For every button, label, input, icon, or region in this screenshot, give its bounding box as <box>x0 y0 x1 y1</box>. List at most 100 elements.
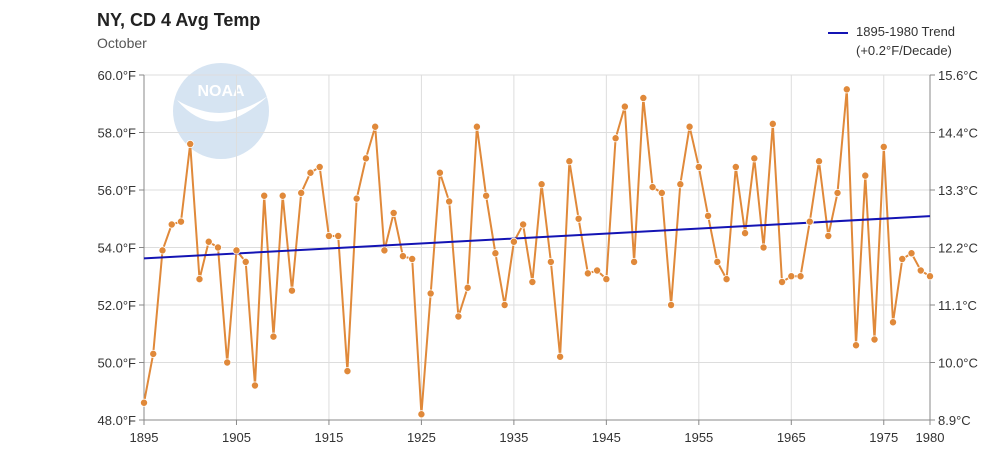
data-point <box>842 85 851 94</box>
chart-title: NY, CD 4 Avg Temp <box>97 10 261 30</box>
data-point <box>334 231 343 240</box>
data-point <box>676 180 685 189</box>
data-point <box>759 243 768 252</box>
y-tick-label-right: 12.2°C <box>938 241 978 256</box>
data-point <box>574 214 583 223</box>
noaa-logo: NOAA <box>173 63 269 159</box>
data-point <box>657 188 666 197</box>
x-tick-label: 1915 <box>314 430 343 445</box>
data-point <box>408 254 417 263</box>
data-point <box>593 266 602 275</box>
data-point <box>889 318 898 327</box>
data-point <box>287 286 296 295</box>
legend-trend-name: 1895-1980 Trend <box>856 24 956 39</box>
x-tick-label: 1975 <box>869 430 898 445</box>
data-point <box>852 341 861 350</box>
data-point <box>250 381 259 390</box>
y-tick-label-right: 8.9°C <box>938 413 971 428</box>
data-point <box>352 194 361 203</box>
data-point <box>213 243 222 252</box>
y-tick-label-right: 10.0°C <box>938 356 978 371</box>
data-point <box>417 410 426 419</box>
data-point <box>648 183 657 192</box>
x-tick-label: 1965 <box>777 430 806 445</box>
y-tick-label-left: 60.0°F <box>98 68 137 83</box>
noaa-logo-bird <box>177 96 268 122</box>
noaa-logo-text: NOAA <box>197 83 245 100</box>
data-point <box>694 162 703 171</box>
x-tick-label: 1945 <box>592 430 621 445</box>
data-point <box>768 119 777 128</box>
data-point <box>639 94 648 103</box>
noaa-logo-disc <box>173 63 269 159</box>
x-tick-label: 1980 <box>916 430 945 445</box>
x-tick-label: 1955 <box>684 430 713 445</box>
data-point <box>815 157 824 166</box>
y-tick-label-right: 13.3°C <box>938 183 978 198</box>
data-point <box>778 277 787 286</box>
data-point <box>149 349 158 358</box>
data-point <box>472 122 481 131</box>
data-point <box>667 300 676 309</box>
data-point <box>269 332 278 341</box>
data-point <box>546 257 555 266</box>
y-tick-label-left: 50.0°F <box>98 356 137 371</box>
data-point <box>139 398 148 407</box>
data-point <box>926 272 935 281</box>
data-point <box>445 197 454 206</box>
y-tick-label-left: 56.0°F <box>98 183 137 198</box>
chart-subtitle: October <box>97 35 147 51</box>
data-point <box>583 269 592 278</box>
data-point <box>176 217 185 226</box>
axes: 60.0°F 58.0°F 56.0°F 54.0°F 52.0°F 50.0°F 48.0… <box>98 68 978 445</box>
data-point <box>611 134 620 143</box>
data-point <box>306 168 315 177</box>
data-point <box>898 254 907 263</box>
y-tick-label-right: 11.1°C <box>938 298 977 313</box>
y-tick-label-right: 15.6°C <box>938 68 978 83</box>
data-point <box>500 300 509 309</box>
data-point <box>482 191 491 200</box>
data-point <box>223 358 232 367</box>
data-point <box>232 246 241 255</box>
data-point <box>343 367 352 376</box>
legend-trend-label: 1895-1980 Trend (+0.2°F/Decade) <box>856 22 955 60</box>
data-point <box>907 249 916 258</box>
data-point <box>371 122 380 131</box>
data-point <box>750 154 759 163</box>
data-point <box>315 162 324 171</box>
data-point <box>509 237 518 246</box>
data-point <box>704 211 713 220</box>
legend-trend-swatch <box>828 32 848 34</box>
data-point <box>861 171 870 180</box>
data-point <box>398 252 407 261</box>
data-point <box>528 277 537 286</box>
data-point <box>602 275 611 284</box>
legend[interactable]: 1895-1980 Trend (+0.2°F/Decade) <box>828 22 955 60</box>
y-tick-label-left: 58.0°F <box>98 126 137 141</box>
y-tick-label-right: 14.4°C <box>938 126 978 141</box>
data-point <box>426 289 435 298</box>
data-point <box>713 257 722 266</box>
data-point <box>260 191 269 200</box>
data-point <box>870 335 879 344</box>
data-point <box>278 191 287 200</box>
data-point <box>833 188 842 197</box>
data-point <box>454 312 463 321</box>
data-point <box>556 352 565 361</box>
x-tick-label: 1935 <box>499 430 528 445</box>
data-point <box>186 139 195 148</box>
data-point <box>204 237 213 246</box>
data-point <box>879 142 888 151</box>
data-point <box>731 162 740 171</box>
data-point <box>158 246 167 255</box>
data-point <box>167 220 176 229</box>
y-tick-label-left: 52.0°F <box>98 298 137 313</box>
data-point <box>361 154 370 163</box>
data-point <box>722 275 731 284</box>
data-point <box>565 157 574 166</box>
data-point <box>796 272 805 281</box>
legend-trend-rate: (+0.2°F/Decade) <box>856 43 952 58</box>
x-tick-label: 1905 <box>222 430 251 445</box>
data-point <box>380 246 389 255</box>
